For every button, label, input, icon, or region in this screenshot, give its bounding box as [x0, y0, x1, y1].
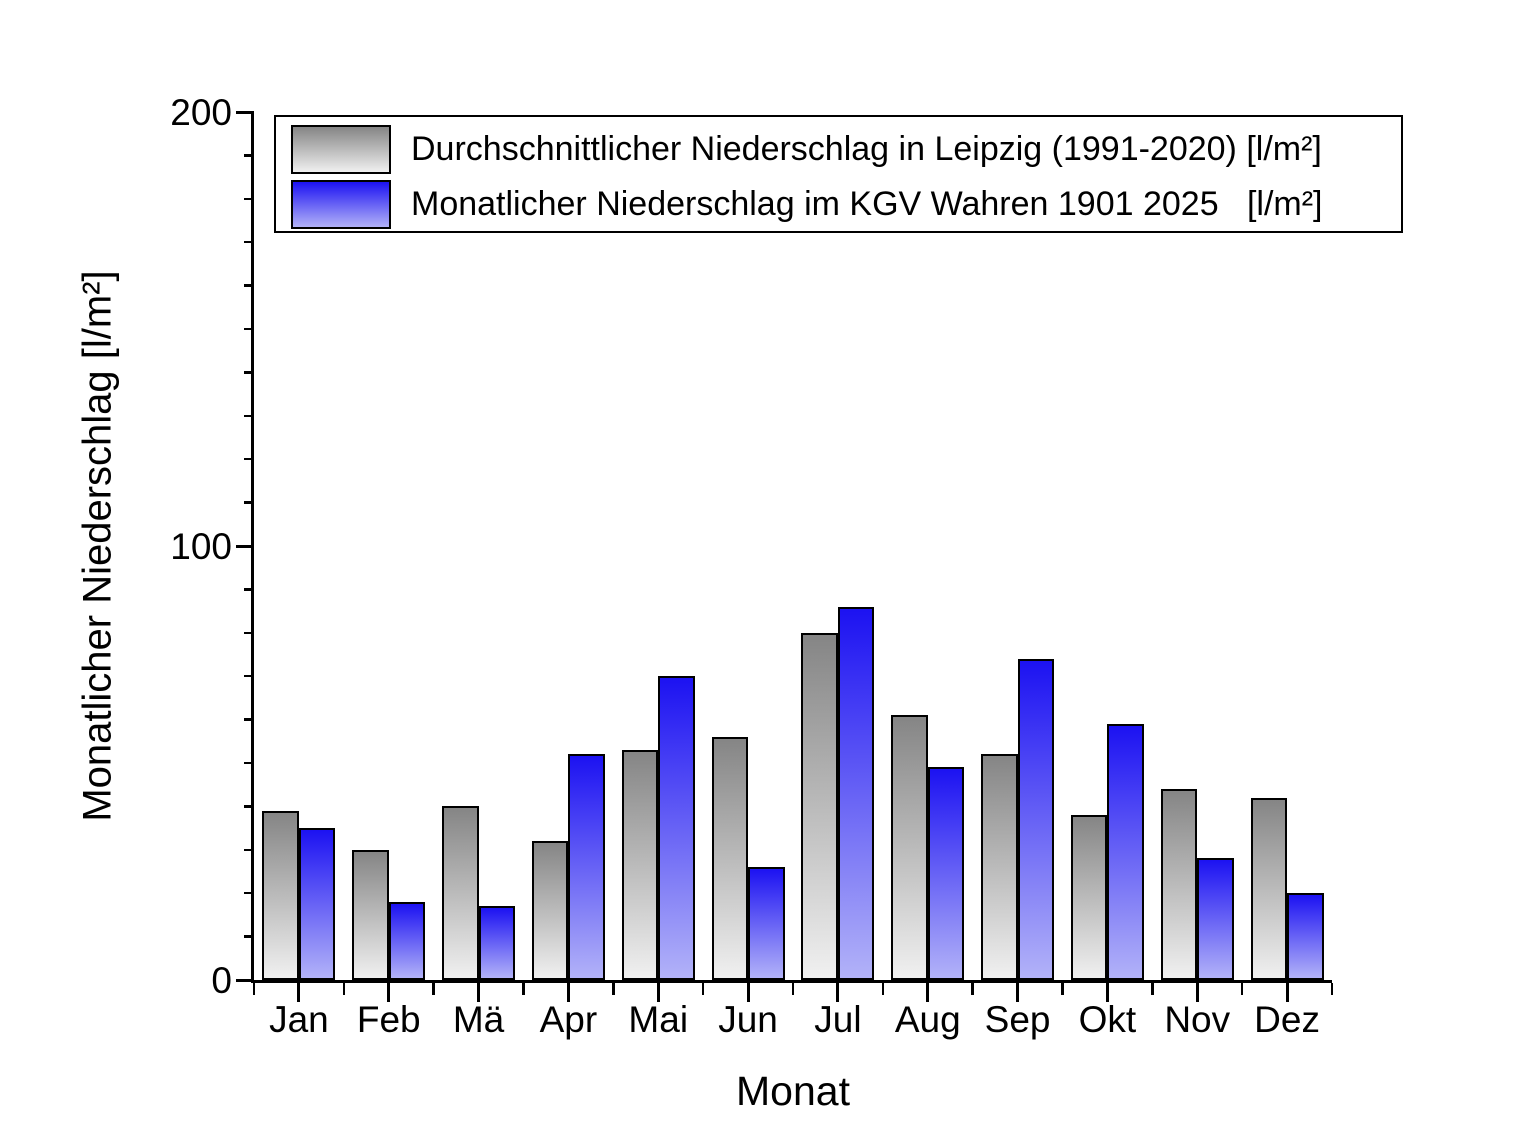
y-tick-minor-70: [244, 674, 254, 678]
bar-wahren-mä: [478, 906, 516, 980]
y-tick-minor-80: [244, 631, 254, 635]
y-tick-minor-40: [244, 805, 254, 808]
bar-wahren-dez: [1287, 893, 1324, 980]
bar-wahren-jul: [837, 606, 875, 980]
x-tick-major-sep: [1016, 983, 1020, 1002]
x-tick-label-dez: Dez: [1254, 999, 1320, 1040]
x-tick-minor-9: [1061, 983, 1064, 995]
y-tick-minor-10: [244, 935, 254, 938]
bar-leipzig-aug: [891, 715, 928, 980]
legend-row-kgv-wahren: Monatlicher Niederschlag im KGV Wahren 1…: [291, 178, 1401, 231]
y-tick-label-0: 0: [211, 959, 232, 1001]
x-tick-minor-12: [1330, 983, 1334, 995]
bar-wahren-feb: [388, 901, 426, 980]
bar-leipzig-mä: [442, 806, 479, 980]
x-tick-major-mai: [656, 983, 660, 1002]
x-tick-major-okt: [1105, 983, 1109, 1002]
bar-leipzig-jan: [262, 810, 299, 980]
legend-box: Durchschnittlicher Niederschlag in Leipz…: [274, 115, 1403, 233]
x-tick-label-mä: Mä: [452, 999, 505, 1040]
y-tick-major-100: [236, 544, 254, 548]
x-tick-label-jul: Jul: [814, 999, 862, 1040]
bar-wahren-sep: [1017, 658, 1055, 980]
bar-leipzig-feb: [352, 849, 389, 980]
y-axis-title: Monatlicher Niederschlag [l/m²]: [75, 270, 120, 822]
bar-leipzig-jun: [711, 736, 749, 980]
x-tick-major-nov: [1195, 983, 1199, 1002]
plot-area: [254, 112, 1332, 980]
y-tick-major-200: [236, 110, 254, 114]
legend-row-leipzig: Durchschnittlicher Niederschlag in Leipz…: [291, 123, 1401, 176]
x-tick-label-jan: Jan: [269, 999, 329, 1040]
x-tick-minor-6: [791, 983, 795, 995]
x-tick-major-feb: [387, 983, 391, 1002]
x-tick-label-mai: Mai: [628, 999, 689, 1040]
bar-leipzig-mai: [621, 749, 659, 980]
x-tick-major-jan: [297, 983, 301, 1002]
x-tick-minor-2: [432, 983, 435, 995]
bar-wahren-nov: [1197, 858, 1234, 980]
x-tick-minor-8: [971, 983, 974, 995]
x-tick-major-jun: [746, 983, 750, 1002]
x-tick-label-okt: Okt: [1078, 999, 1137, 1040]
y-tick-label-100: 100: [170, 525, 232, 567]
x-axis-line: [251, 980, 1332, 983]
y-tick-minor-110: [244, 501, 254, 504]
y-tick-minor-130: [244, 414, 254, 418]
bar-leipzig-apr: [531, 841, 569, 980]
bar-wahren-jun: [748, 867, 785, 980]
y-tick-minor-190: [244, 154, 254, 157]
y-tick-minor-50: [244, 761, 254, 765]
y-tick-major-0: [236, 978, 254, 982]
x-tick-minor-4: [612, 983, 615, 995]
bar-leipzig-sep: [981, 754, 1018, 980]
y-tick-minor-90: [244, 588, 254, 591]
x-tick-minor-0: [252, 983, 256, 995]
x-tick-minor-1: [342, 983, 346, 995]
x-tick-label-jun: Jun: [718, 999, 778, 1040]
bar-wahren-jan: [298, 828, 336, 980]
y-tick-minor-170: [244, 240, 254, 244]
bar-leipzig-jul: [801, 632, 838, 980]
y-tick-minor-140: [244, 371, 254, 374]
bar-leipzig-dez: [1250, 797, 1288, 980]
x-tick-label-sep: Sep: [984, 999, 1051, 1040]
y-tick-minor-120: [244, 457, 254, 461]
bar-leipzig-nov: [1160, 789, 1198, 980]
x-tick-major-jul: [836, 983, 840, 1002]
bar-wahren-aug: [927, 767, 965, 980]
y-tick-minor-180: [244, 197, 254, 201]
legend-swatch-leipzig: [291, 125, 391, 174]
y-tick-minor-160: [244, 284, 254, 287]
bar-leipzig-okt: [1070, 815, 1108, 980]
bar-wahren-okt: [1107, 723, 1144, 980]
legend-swatch-kgv-wahren: [291, 180, 391, 229]
legend-label-kgv-wahren: Monatlicher Niederschlag im KGV Wahren 1…: [411, 185, 1323, 223]
y-tick-minor-150: [244, 327, 254, 331]
y-tick-minor-30: [244, 848, 254, 852]
x-axis-title: Monat: [736, 1068, 850, 1114]
x-tick-minor-11: [1240, 983, 1244, 995]
x-tick-major-apr: [566, 983, 570, 1002]
x-tick-major-aug: [926, 983, 930, 1002]
x-tick-label-feb: Feb: [356, 999, 421, 1040]
y-tick-minor-60: [244, 718, 254, 721]
y-tick-minor-20: [244, 891, 254, 895]
x-tick-label-nov: Nov: [1164, 999, 1231, 1040]
legend-label-leipzig: Durchschnittlicher Niederschlag in Leipz…: [411, 130, 1322, 168]
x-tick-major-dez: [1285, 983, 1289, 1002]
x-tick-major-mä: [477, 983, 481, 1002]
bar-wahren-mai: [658, 676, 695, 980]
y-axis-line: [251, 112, 254, 983]
x-tick-label-apr: Apr: [539, 999, 598, 1040]
x-tick-minor-10: [1151, 983, 1154, 995]
y-tick-label-200: 200: [170, 91, 232, 133]
x-tick-minor-7: [881, 983, 885, 995]
x-tick-label-aug: Aug: [894, 999, 961, 1040]
x-tick-minor-5: [701, 983, 705, 995]
x-tick-minor-3: [522, 983, 525, 995]
bar-wahren-apr: [568, 754, 605, 980]
